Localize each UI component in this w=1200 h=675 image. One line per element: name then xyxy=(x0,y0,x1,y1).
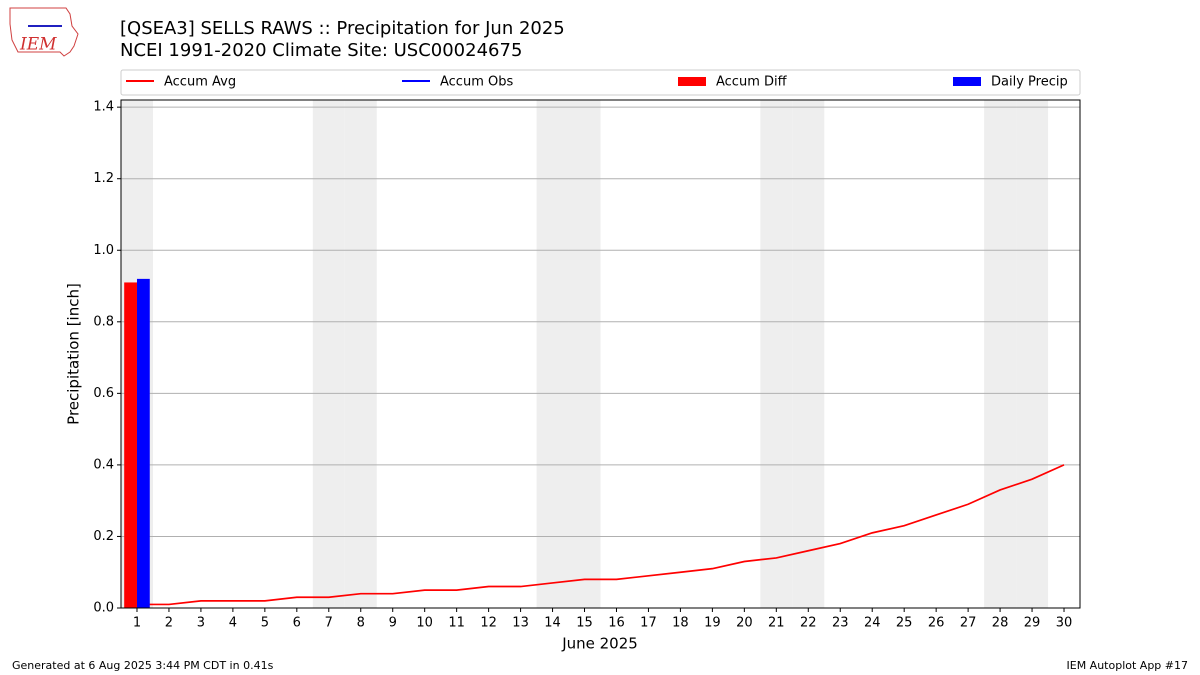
y-tick-label: 0.4 xyxy=(93,457,114,472)
x-tick-label: 8 xyxy=(357,616,365,631)
chart-title: [QSEA3] SELLS RAWS :: Precipitation for … xyxy=(120,18,565,39)
y-axis-label: Precipitation [inch] xyxy=(65,283,83,425)
legend-label: Daily Precip xyxy=(991,75,1068,90)
x-tick-label: 9 xyxy=(389,616,397,631)
y-tick-label: 0.2 xyxy=(93,529,114,544)
weekend-shade xyxy=(1016,100,1049,608)
x-axis-label: June 2025 xyxy=(561,635,638,653)
weekend-shade xyxy=(536,100,569,608)
x-tick-label: 2 xyxy=(165,616,173,631)
x-tick-label: 12 xyxy=(480,616,497,631)
x-tick-label: 21 xyxy=(768,616,785,631)
x-tick-label: 11 xyxy=(448,616,465,631)
x-tick-label: 15 xyxy=(576,616,593,631)
y-tick-label: 0.0 xyxy=(93,601,114,616)
x-tick-label: 27 xyxy=(960,616,977,631)
weekend-shade xyxy=(792,100,825,608)
x-tick-label: 1 xyxy=(133,616,141,631)
x-tick-label: 28 xyxy=(992,616,1009,631)
legend-label: Accum Obs xyxy=(440,75,513,90)
x-tick-label: 26 xyxy=(928,616,945,631)
plot-frame xyxy=(120,99,1081,609)
x-tick-label: 18 xyxy=(672,616,689,631)
y-tick-label: 0.8 xyxy=(93,314,114,329)
x-tick-label: 16 xyxy=(608,616,625,631)
legend xyxy=(120,69,1081,96)
x-tick-label: 22 xyxy=(800,616,817,631)
bar xyxy=(136,278,150,608)
x-tick-label: 30 xyxy=(1056,616,1073,631)
x-tick-label: 29 xyxy=(1024,616,1041,631)
y-tick-label: 0.6 xyxy=(93,386,114,401)
weekend-shade xyxy=(984,100,1017,608)
legend-label: Accum Avg xyxy=(164,75,236,90)
x-tick-label: 23 xyxy=(832,616,849,631)
bar xyxy=(124,282,137,608)
x-tick-label: 25 xyxy=(896,616,913,631)
logo-text: IEM xyxy=(19,35,57,55)
x-tick-label: 7 xyxy=(325,616,333,631)
x-tick-label: 10 xyxy=(416,616,433,631)
x-tick-label: 20 xyxy=(736,616,753,631)
x-tick-label: 19 xyxy=(704,616,721,631)
legend-label: Accum Diff xyxy=(716,75,788,90)
x-tick-label: 4 xyxy=(229,616,237,631)
weekend-shade xyxy=(344,100,377,608)
x-tick-label: 13 xyxy=(512,616,529,631)
x-tick-label: 24 xyxy=(864,616,881,631)
footer-right: IEM Autoplot App #17 xyxy=(1067,659,1189,672)
chart-subtitle: NCEI 1991-2020 Climate Site: USC00024675 xyxy=(120,40,522,61)
y-tick-label: 1.0 xyxy=(93,243,114,258)
line xyxy=(136,464,1065,606)
logo: IEM xyxy=(9,7,79,57)
x-tick-label: 3 xyxy=(197,616,205,631)
x-tick-label: 5 xyxy=(261,616,269,631)
legend-swatch xyxy=(678,77,706,86)
legend-swatch xyxy=(953,77,981,86)
y-tick-label: 1.4 xyxy=(93,100,114,115)
x-tick-label: 6 xyxy=(293,616,301,631)
x-tick-label: 17 xyxy=(640,616,657,631)
weekend-shade xyxy=(760,100,793,608)
x-tick-label: 14 xyxy=(544,616,561,631)
logo-outline xyxy=(9,7,79,57)
weekend-shade xyxy=(312,100,345,608)
weekend-shade xyxy=(568,100,601,608)
y-tick-label: 1.2 xyxy=(93,171,114,186)
footer-left: Generated at 6 Aug 2025 3:44 PM CDT in 0… xyxy=(12,659,274,672)
